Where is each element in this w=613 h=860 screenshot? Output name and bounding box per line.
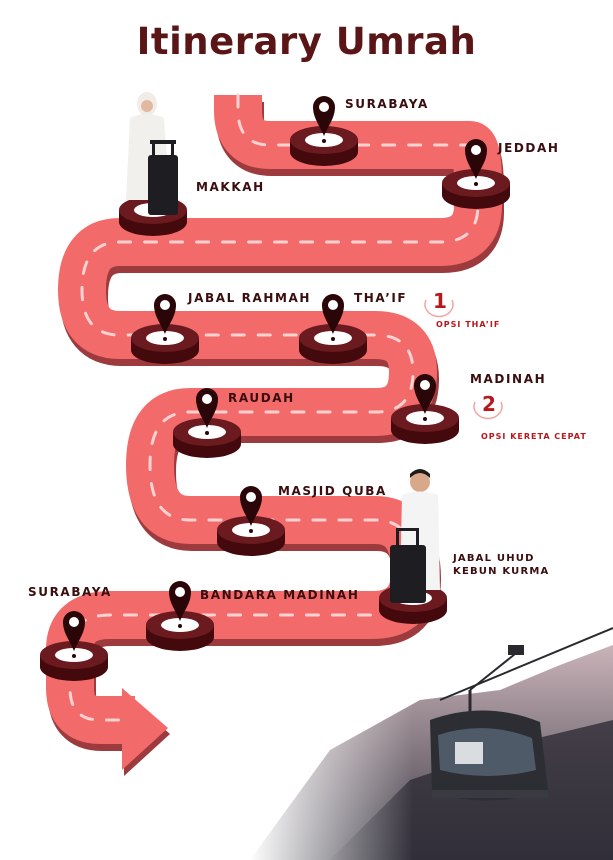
marker-jeddah (442, 139, 510, 209)
marker-madinah (391, 374, 459, 444)
cable-car-figure (430, 627, 613, 801)
marker-jabal-rahmah (131, 294, 199, 364)
marker-surabaya-start (290, 96, 358, 166)
option-2-label: OPSI KERETA CEPAT (481, 432, 587, 441)
marker-raudah (173, 388, 241, 458)
stop-label-raudah: RAUDAH (228, 391, 295, 405)
location-pin-icon (196, 388, 218, 435)
stop-label-madinah: MADINAH (470, 372, 547, 386)
stop-label-surabaya-start: SURABAYA (345, 97, 429, 111)
location-pin-icon (240, 486, 262, 533)
marker-surabaya-end (40, 611, 108, 681)
stop-label-makkah: MAKKAH (196, 180, 265, 194)
marker-masjid-quba (217, 486, 285, 556)
road-dashes (68, 93, 480, 722)
stop-label-kebun-kurma: KEBUN KURMA (453, 566, 550, 577)
page-title: Itinerary Umrah (136, 20, 477, 63)
location-pin-icon (414, 374, 436, 421)
marker-thaif (299, 294, 367, 364)
stop-label-bandara-madinah: BANDARA MADINAH (200, 588, 360, 602)
option-1-number: 1 (433, 289, 447, 313)
location-pin-icon (169, 581, 191, 628)
option-1-label: OPSI THA’IF (436, 320, 501, 329)
stop-label-jabal-rahmah: JABAL RAHMAH (188, 291, 312, 305)
option-2-number: 2 (482, 392, 496, 416)
stop-label-masjid-quba: MASJID QUBA (278, 484, 387, 498)
pilgrim-man-figure (390, 469, 440, 603)
location-pin-icon (322, 294, 344, 341)
stop-label-surabaya-end: SURABAYA (28, 585, 112, 599)
location-pin-icon (465, 139, 487, 186)
location-pin-icon (154, 294, 176, 341)
stop-label-jeddah: JEDDAH (498, 141, 560, 155)
marker-bandara-madinah (146, 581, 214, 651)
stop-label-jabal-uhud: JABAL UHUD (453, 553, 535, 564)
stop-label-thaif: THA’IF (354, 291, 408, 305)
location-pin-icon (63, 611, 85, 658)
location-pin-icon (313, 96, 335, 143)
pilgrim-woman-figure (126, 92, 178, 215)
